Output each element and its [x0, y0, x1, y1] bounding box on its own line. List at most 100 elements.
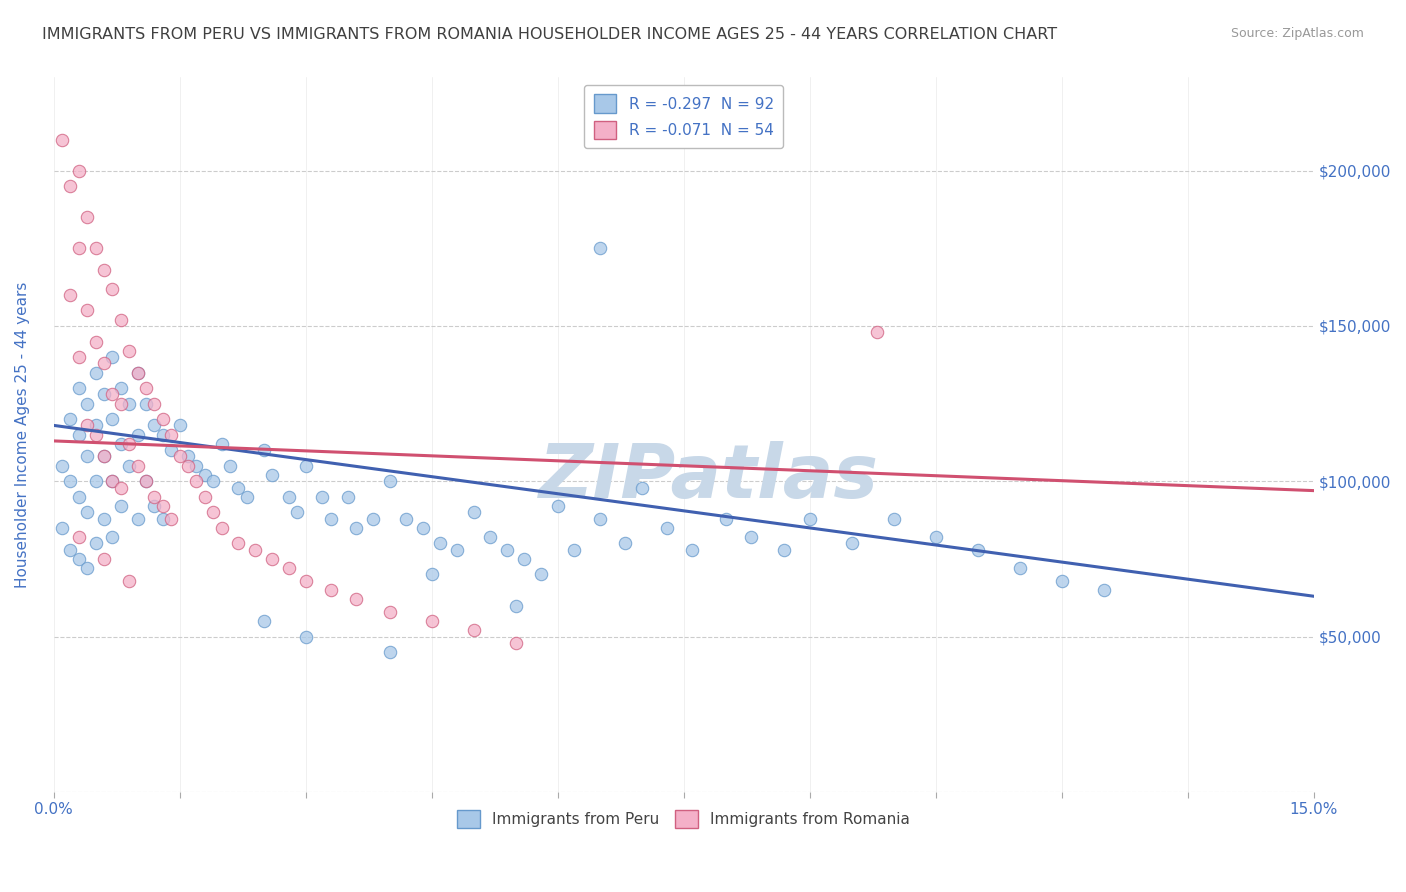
Point [93, 356, 115, 370]
Point [505, 599, 527, 613]
Point [84, 366, 107, 380]
Point [93, 552, 115, 566]
Point [169, 450, 191, 464]
Point [1092, 582, 1115, 597]
Point [319, 511, 342, 525]
Point [378, 605, 401, 619]
Point [152, 412, 174, 426]
Point [294, 630, 316, 644]
Point [101, 530, 124, 544]
Point [84, 418, 107, 433]
Point [101, 350, 124, 364]
Point [547, 499, 569, 513]
Point [118, 397, 141, 411]
Point [76, 505, 98, 519]
Y-axis label: Householder Income Ages 25 - 44 years: Householder Income Ages 25 - 44 years [15, 282, 30, 588]
Legend: Immigrants from Peru, Immigrants from Romania: Immigrants from Peru, Immigrants from Ro… [451, 804, 917, 834]
Point [564, 542, 586, 557]
Point [84, 241, 107, 255]
Point [177, 458, 200, 473]
Point [101, 282, 124, 296]
Point [67, 381, 90, 395]
Point [655, 521, 678, 535]
Point [110, 481, 132, 495]
Point [253, 443, 276, 458]
Text: Source: ZipAtlas.com: Source: ZipAtlas.com [1230, 27, 1364, 40]
Point [84, 536, 107, 550]
Point [101, 475, 124, 489]
Point [160, 511, 183, 525]
Point [336, 490, 359, 504]
Point [76, 303, 98, 318]
Point [1050, 574, 1073, 588]
Point [67, 427, 90, 442]
Point [101, 412, 124, 426]
Point [118, 437, 141, 451]
Point [1008, 561, 1031, 575]
Point [51, 458, 73, 473]
Point [344, 521, 367, 535]
Point [59, 179, 82, 194]
Point [59, 542, 82, 557]
Point [429, 536, 451, 550]
Point [740, 530, 762, 544]
Point [294, 574, 316, 588]
Point [67, 490, 90, 504]
Point [76, 450, 98, 464]
Point [311, 490, 333, 504]
Point [76, 211, 98, 225]
Point [186, 475, 208, 489]
Point [76, 418, 98, 433]
Point [127, 427, 149, 442]
Point [446, 542, 468, 557]
Point [135, 475, 157, 489]
Point [866, 325, 889, 339]
Point [101, 387, 124, 401]
Point [228, 536, 250, 550]
Point [194, 490, 217, 504]
Point [496, 542, 519, 557]
Point [219, 458, 242, 473]
Point [319, 582, 342, 597]
Point [135, 381, 157, 395]
Point [160, 427, 183, 442]
Point [143, 397, 166, 411]
Point [260, 552, 283, 566]
Point [773, 542, 796, 557]
Point [51, 132, 73, 146]
Point [344, 592, 367, 607]
Point [194, 468, 217, 483]
Point [202, 505, 225, 519]
Point [127, 458, 149, 473]
Point [152, 511, 174, 525]
Point [277, 490, 299, 504]
Point [245, 542, 267, 557]
Point [110, 312, 132, 326]
Point [463, 505, 485, 519]
Point [420, 567, 443, 582]
Point [76, 397, 98, 411]
Point [110, 437, 132, 451]
Point [463, 624, 485, 638]
Point [152, 499, 174, 513]
Text: ZIPatlas: ZIPatlas [538, 441, 879, 514]
Point [253, 614, 276, 628]
Point [67, 552, 90, 566]
Point [799, 511, 821, 525]
Point [84, 334, 107, 349]
Point [260, 468, 283, 483]
Point [966, 542, 988, 557]
Point [93, 511, 115, 525]
Point [228, 481, 250, 495]
Point [177, 450, 200, 464]
Point [127, 366, 149, 380]
Point [530, 567, 553, 582]
Text: IMMIGRANTS FROM PERU VS IMMIGRANTS FROM ROMANIA HOUSEHOLDER INCOME AGES 25 - 44 : IMMIGRANTS FROM PERU VS IMMIGRANTS FROM … [42, 27, 1057, 42]
Point [505, 636, 527, 650]
Point [67, 163, 90, 178]
Point [143, 499, 166, 513]
Point [186, 458, 208, 473]
Point [613, 536, 636, 550]
Point [93, 450, 115, 464]
Point [93, 263, 115, 277]
